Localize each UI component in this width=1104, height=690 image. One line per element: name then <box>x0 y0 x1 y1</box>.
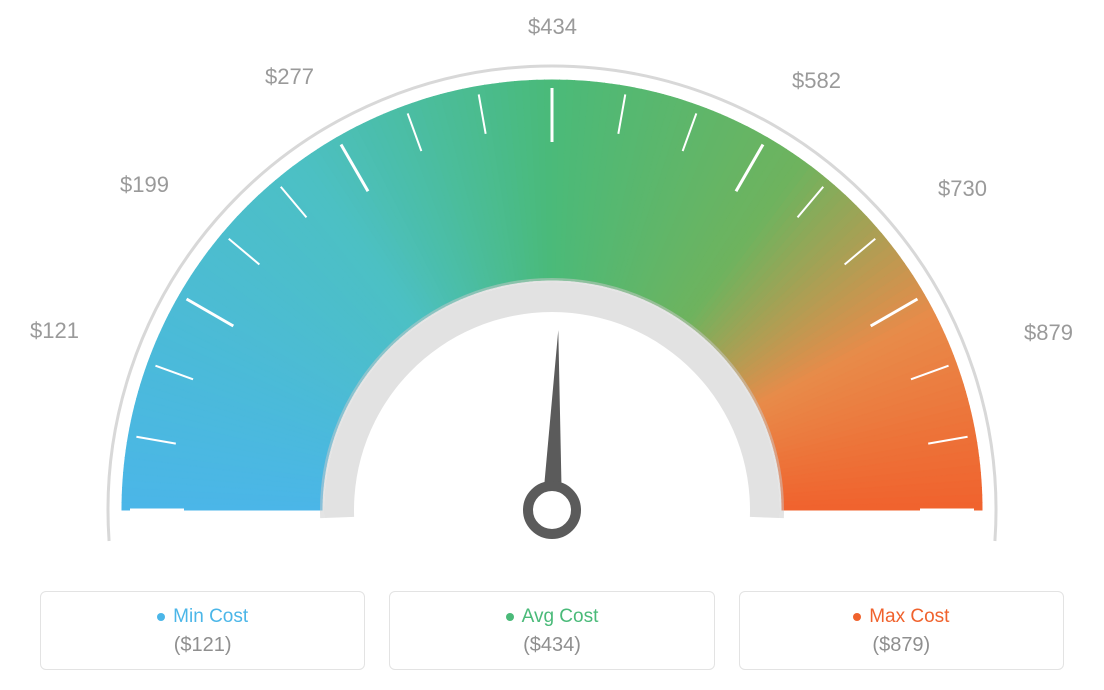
dot-icon <box>506 613 514 621</box>
tick-label: $582 <box>792 68 841 94</box>
dot-icon <box>853 613 861 621</box>
tick-label: $277 <box>265 64 314 90</box>
legend-avg-value: ($434) <box>400 634 703 657</box>
tick-label: $730 <box>938 176 987 202</box>
legend-avg-title: Avg Cost <box>506 606 599 628</box>
legend-min: Min Cost ($121) <box>40 591 365 670</box>
legend-max-title: Max Cost <box>853 606 949 628</box>
legend-avg: Avg Cost ($434) <box>389 591 714 670</box>
legend-min-value: ($121) <box>51 634 354 657</box>
legend-max: Max Cost ($879) <box>739 591 1064 670</box>
cost-gauge: $121 $199 $277 $434 $582 $730 $879 <box>0 0 1104 560</box>
tick-label: $879 <box>1024 320 1073 346</box>
tick-label: $434 <box>528 14 577 40</box>
legend-avg-label: Avg Cost <box>522 606 599 628</box>
gauge-svg <box>0 0 1104 560</box>
legend-max-label: Max Cost <box>869 606 949 628</box>
tick-label: $199 <box>120 172 169 198</box>
tick-label: $121 <box>30 318 79 344</box>
legend-max-value: ($879) <box>750 634 1053 657</box>
legend-min-label: Min Cost <box>173 606 248 628</box>
legend-min-title: Min Cost <box>157 606 248 628</box>
legend-row: Min Cost ($121) Avg Cost ($434) Max Cost… <box>40 591 1064 670</box>
dot-icon <box>157 613 165 621</box>
